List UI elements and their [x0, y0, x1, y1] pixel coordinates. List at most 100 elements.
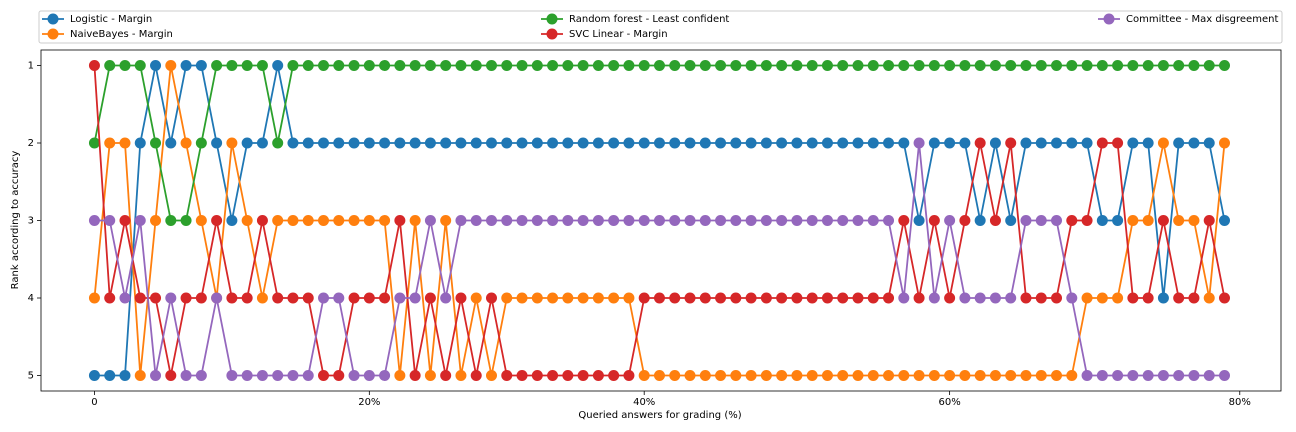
data-point: [1020, 292, 1032, 304]
data-point: [1188, 215, 1200, 226]
data-point: [883, 292, 895, 304]
data-point: [1051, 137, 1063, 149]
data-point: [1142, 60, 1154, 71]
data-point: [119, 60, 131, 71]
legend-marker: [546, 28, 558, 40]
data-point: [898, 292, 910, 304]
data-point: [852, 137, 864, 149]
data-point: [104, 370, 116, 381]
data-point: [699, 60, 711, 71]
data-point: [424, 60, 436, 71]
data-point: [547, 370, 559, 381]
data-point: [134, 370, 146, 381]
data-point: [577, 137, 589, 149]
data-point: [699, 292, 711, 304]
data-point: [1127, 137, 1139, 149]
data-point: [440, 137, 452, 149]
data-point: [1112, 137, 1124, 149]
data-point: [501, 137, 513, 149]
data-point: [1188, 370, 1200, 381]
data-point: [440, 215, 452, 226]
data-point: [256, 60, 268, 71]
data-point: [776, 60, 788, 71]
data-point: [1112, 60, 1124, 71]
data-point: [669, 215, 681, 226]
data-point: [409, 137, 421, 149]
data-point: [1096, 137, 1108, 149]
data-point: [211, 137, 223, 149]
data-point: [989, 370, 1001, 381]
data-point: [592, 292, 604, 304]
data-point: [455, 215, 467, 226]
data-point: [211, 60, 223, 71]
data-point: [1035, 137, 1047, 149]
data-point: [653, 137, 665, 149]
data-point: [379, 292, 391, 304]
data-point: [1112, 370, 1124, 381]
data-point: [1157, 292, 1169, 304]
data-point: [944, 215, 956, 226]
data-point: [974, 292, 986, 304]
data-point: [944, 292, 956, 304]
data-point: [1157, 60, 1169, 71]
data-point: [394, 292, 406, 304]
data-point: [1005, 292, 1017, 304]
data-point: [1203, 370, 1215, 381]
data-point: [623, 292, 635, 304]
data-point: [1142, 215, 1154, 226]
data-point: [974, 215, 986, 226]
data-point: [562, 137, 574, 149]
x-tick-label: 80%: [1229, 397, 1251, 408]
data-point: [760, 60, 772, 71]
data-point: [1051, 292, 1063, 304]
data-point: [821, 215, 833, 226]
data-point: [256, 137, 268, 149]
data-point: [1066, 370, 1078, 381]
data-point: [211, 292, 223, 304]
data-point: [592, 137, 604, 149]
data-point: [256, 292, 268, 304]
data-point: [363, 215, 375, 226]
data-point: [730, 137, 742, 149]
data-point: [516, 292, 528, 304]
data-point: [837, 137, 849, 149]
data-point: [501, 215, 513, 226]
legend-marker: [47, 28, 59, 40]
data-point: [867, 60, 879, 71]
data-point: [806, 137, 818, 149]
data-point: [363, 292, 375, 304]
data-point: [165, 60, 177, 71]
data-point: [379, 370, 391, 381]
data-point: [1020, 137, 1032, 149]
data-point: [1005, 137, 1017, 149]
data-point: [974, 60, 986, 71]
data-point: [989, 292, 1001, 304]
data-point: [516, 215, 528, 226]
x-tick-label: 40%: [633, 397, 655, 408]
data-point: [241, 137, 253, 149]
data-point: [806, 60, 818, 71]
data-point: [104, 60, 116, 71]
data-point: [1188, 60, 1200, 71]
data-point: [1173, 292, 1185, 304]
data-point: [394, 215, 406, 226]
data-point: [318, 370, 330, 381]
data-point: [562, 292, 574, 304]
data-point: [1066, 137, 1078, 149]
legend-marker: [546, 13, 558, 25]
data-point: [959, 60, 971, 71]
data-point: [195, 137, 207, 149]
data-point: [333, 137, 345, 149]
data-point: [1157, 370, 1169, 381]
data-point: [272, 292, 284, 304]
data-point: [318, 60, 330, 71]
data-point: [837, 215, 849, 226]
data-point: [791, 370, 803, 381]
data-point: [653, 292, 665, 304]
data-point: [272, 60, 284, 71]
data-point: [104, 137, 116, 149]
data-point: [684, 60, 696, 71]
data-point: [302, 60, 314, 71]
data-point: [684, 215, 696, 226]
data-point: [715, 292, 727, 304]
